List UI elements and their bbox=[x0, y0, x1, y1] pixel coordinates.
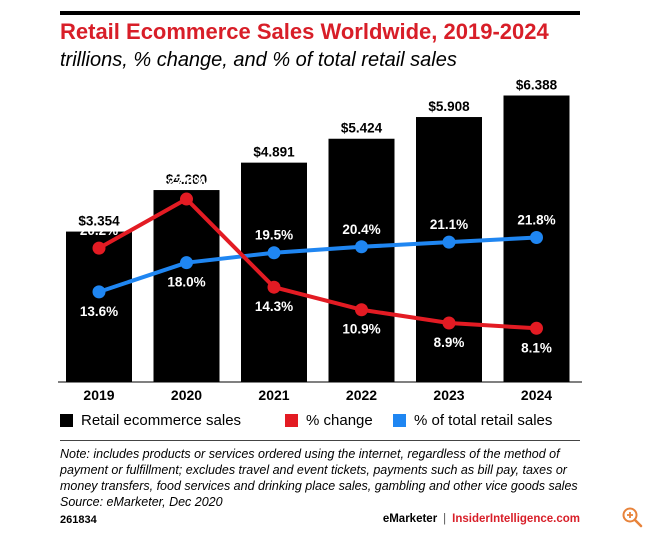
pct-change-label: 10.9% bbox=[342, 322, 380, 337]
bar-value-label: $5.908 bbox=[428, 99, 470, 114]
legend-swatch-sales bbox=[60, 414, 73, 427]
x-tick-label: 2020 bbox=[171, 387, 202, 403]
legend-label-change: % change bbox=[306, 412, 373, 429]
legend: Retail ecommerce sales % change % of tot… bbox=[60, 412, 590, 434]
x-tick-label: 2024 bbox=[521, 387, 552, 403]
legend-label-share: % of total retail sales bbox=[414, 412, 552, 429]
share-of-retail-point bbox=[93, 285, 106, 298]
x-tick-label: 2019 bbox=[83, 387, 114, 403]
bar-value-label: $5.424 bbox=[341, 121, 383, 136]
bar-value-label: $4.891 bbox=[253, 145, 295, 160]
legend-item-sales: Retail ecommerce sales bbox=[60, 412, 241, 429]
pct-change-point bbox=[180, 193, 193, 206]
share-of-retail-label: 21.8% bbox=[517, 212, 555, 227]
brand-emarketer: eMarketer bbox=[383, 513, 437, 525]
source-text: Source: eMarketer, Dec 2020 bbox=[60, 494, 590, 510]
legend-swatch-change bbox=[285, 414, 298, 427]
legend-swatch-share bbox=[393, 414, 406, 427]
legend-label-sales: Retail ecommerce sales bbox=[81, 412, 241, 429]
share-of-retail-point bbox=[180, 256, 193, 269]
pct-change-label: 8.9% bbox=[434, 335, 465, 350]
share-of-retail-label: 21.1% bbox=[430, 217, 468, 232]
bar-2022 bbox=[329, 139, 395, 382]
footer-brand: eMarketer | InsiderIntelligence.com bbox=[383, 513, 580, 525]
note-separator bbox=[60, 440, 580, 441]
bar-value-label: $6.388 bbox=[516, 78, 558, 93]
share-of-retail-point bbox=[530, 231, 543, 244]
pct-change-point bbox=[355, 303, 368, 316]
chart-id: 261834 bbox=[60, 514, 97, 526]
brand-insider-intelligence[interactable]: InsiderIntelligence.com bbox=[452, 513, 580, 525]
share-of-retail-point bbox=[268, 246, 281, 259]
share-of-retail-label: 13.6% bbox=[80, 304, 118, 319]
pct-change-label: 8.1% bbox=[521, 340, 552, 355]
pct-change-point bbox=[443, 317, 456, 330]
share-of-retail-point bbox=[443, 236, 456, 249]
pct-change-label: 27.6% bbox=[167, 174, 205, 189]
x-tick-label: 2021 bbox=[258, 387, 289, 403]
share-of-retail-label: 19.5% bbox=[255, 228, 293, 243]
chart-note: Note: includes products or services orde… bbox=[60, 446, 590, 510]
bar-2021 bbox=[241, 163, 307, 382]
pct-change-label: 20.2% bbox=[80, 223, 118, 238]
chart-area: $3.354$4.280$4.891$5.424$5.908$6.38820.2… bbox=[0, 0, 650, 410]
pct-change-label: 14.3% bbox=[255, 299, 293, 314]
pct-change-point bbox=[93, 242, 106, 255]
zoom-in-icon[interactable] bbox=[620, 505, 644, 529]
share-of-retail-point bbox=[355, 240, 368, 253]
x-tick-label: 2022 bbox=[346, 387, 377, 403]
share-of-retail-label: 20.4% bbox=[342, 222, 380, 237]
x-tick-label: 2023 bbox=[433, 387, 464, 403]
brand-separator: | bbox=[443, 513, 446, 525]
note-text: Note: includes products or services orde… bbox=[60, 446, 590, 494]
legend-item-share: % of total retail sales bbox=[393, 412, 552, 429]
pct-change-point bbox=[268, 281, 281, 294]
legend-item-change: % change bbox=[285, 412, 373, 429]
pct-change-point bbox=[530, 322, 543, 335]
share-of-retail-label: 18.0% bbox=[167, 275, 205, 290]
